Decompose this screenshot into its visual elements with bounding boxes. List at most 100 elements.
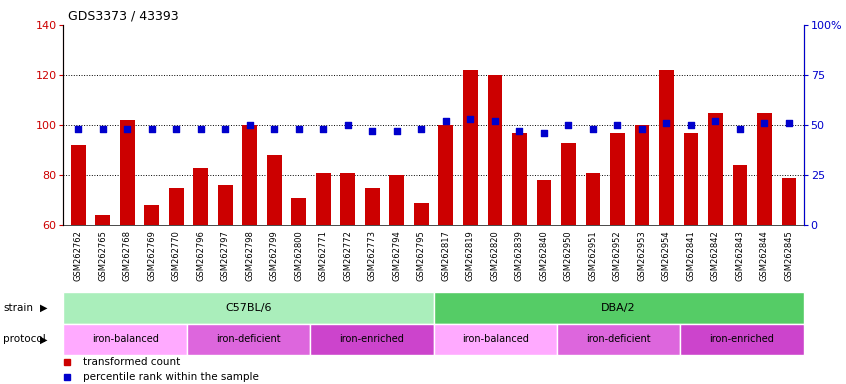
Point — [194, 126, 207, 132]
Text: GSM262954: GSM262954 — [662, 230, 671, 281]
Point — [390, 128, 404, 134]
Bar — [438, 125, 453, 225]
Point — [341, 122, 354, 128]
Point — [96, 126, 109, 132]
Point — [316, 126, 330, 132]
Bar — [561, 143, 576, 225]
Point — [145, 126, 158, 132]
Bar — [120, 120, 135, 225]
Text: GSM262768: GSM262768 — [123, 230, 132, 281]
Text: GSM262952: GSM262952 — [613, 230, 622, 281]
Text: GSM262842: GSM262842 — [711, 230, 720, 281]
Bar — [733, 165, 747, 225]
Text: GSM262950: GSM262950 — [564, 230, 573, 281]
Bar — [266, 155, 282, 225]
Bar — [63, 324, 187, 355]
Bar — [218, 185, 233, 225]
Bar — [414, 203, 429, 225]
Bar — [433, 324, 557, 355]
Text: GSM262843: GSM262843 — [735, 230, 744, 281]
Text: transformed count: transformed count — [84, 358, 181, 367]
Bar — [610, 133, 624, 225]
Text: iron-deficient: iron-deficient — [217, 334, 281, 344]
Bar — [187, 324, 310, 355]
Point — [635, 126, 649, 132]
Bar — [169, 188, 184, 225]
Text: GSM262796: GSM262796 — [196, 230, 206, 281]
Point — [586, 126, 600, 132]
Bar — [433, 292, 804, 324]
Point — [783, 120, 796, 126]
Bar — [365, 188, 380, 225]
Bar — [708, 113, 722, 225]
Text: GSM262845: GSM262845 — [784, 230, 794, 281]
Point — [267, 126, 281, 132]
Text: C57BL/6: C57BL/6 — [225, 303, 272, 313]
Bar — [145, 205, 159, 225]
Bar — [316, 173, 331, 225]
Text: GSM262769: GSM262769 — [147, 230, 157, 281]
Bar — [310, 324, 433, 355]
Text: GSM262798: GSM262798 — [245, 230, 255, 281]
Bar — [243, 125, 257, 225]
Text: GSM262820: GSM262820 — [491, 230, 499, 281]
Text: strain: strain — [3, 303, 33, 313]
Text: GSM262772: GSM262772 — [343, 230, 352, 281]
Text: GSM262794: GSM262794 — [393, 230, 401, 281]
Text: GSM262765: GSM262765 — [98, 230, 107, 281]
Point — [537, 130, 551, 136]
Bar — [536, 180, 552, 225]
Point — [439, 118, 453, 124]
Text: GSM262800: GSM262800 — [294, 230, 303, 281]
Point — [684, 122, 698, 128]
Point — [709, 118, 722, 124]
Point — [365, 128, 379, 134]
Text: GSM262770: GSM262770 — [172, 230, 181, 281]
Bar — [684, 133, 698, 225]
Bar — [96, 215, 110, 225]
Bar — [585, 173, 601, 225]
Text: percentile rank within the sample: percentile rank within the sample — [84, 372, 260, 382]
Text: GSM262795: GSM262795 — [417, 230, 426, 281]
Text: GSM262797: GSM262797 — [221, 230, 230, 281]
Bar — [487, 75, 503, 225]
Point — [513, 128, 526, 134]
Text: GSM262819: GSM262819 — [466, 230, 475, 281]
Bar — [659, 70, 673, 225]
Point — [243, 122, 256, 128]
Text: iron-balanced: iron-balanced — [462, 334, 529, 344]
Text: GSM262951: GSM262951 — [589, 230, 597, 281]
Bar — [463, 70, 478, 225]
Bar — [71, 145, 85, 225]
Text: GSM262839: GSM262839 — [515, 230, 524, 281]
Text: GSM262840: GSM262840 — [540, 230, 548, 281]
Bar — [389, 175, 404, 225]
Bar — [340, 173, 355, 225]
Text: GSM262762: GSM262762 — [74, 230, 83, 281]
Text: ▶: ▶ — [41, 303, 47, 313]
Point — [488, 118, 502, 124]
Point — [120, 126, 134, 132]
Text: GSM262841: GSM262841 — [686, 230, 695, 281]
Point — [218, 126, 232, 132]
Bar — [194, 168, 208, 225]
Text: GSM262799: GSM262799 — [270, 230, 278, 281]
Point — [169, 126, 183, 132]
Point — [562, 122, 575, 128]
Text: GSM262773: GSM262773 — [368, 230, 376, 281]
Bar — [757, 113, 772, 225]
Text: GSM262817: GSM262817 — [442, 230, 450, 281]
Point — [71, 126, 85, 132]
Text: GDS3373 / 43393: GDS3373 / 43393 — [68, 9, 179, 22]
Text: GSM262844: GSM262844 — [760, 230, 769, 281]
Point — [660, 120, 673, 126]
Point — [415, 126, 428, 132]
Point — [758, 120, 772, 126]
Text: iron-enriched: iron-enriched — [710, 334, 774, 344]
Bar — [634, 125, 649, 225]
Text: ▶: ▶ — [41, 334, 47, 344]
Bar — [291, 198, 306, 225]
Point — [464, 116, 477, 122]
Bar — [512, 133, 527, 225]
Bar — [557, 324, 680, 355]
